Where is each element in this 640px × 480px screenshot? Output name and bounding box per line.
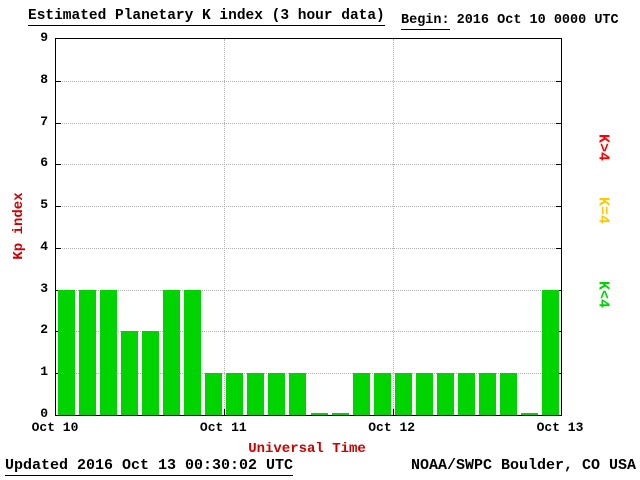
y-tick-mark (56, 247, 61, 249)
kp-bar (121, 331, 139, 415)
h-gridline (56, 164, 561, 166)
kp-bar (289, 373, 307, 415)
y-tick-mark (556, 122, 561, 124)
v-gridline (392, 39, 394, 415)
plot-area (55, 38, 562, 416)
y-tick-label: 4 (40, 238, 48, 254)
updated-timestamp: Updated 2016 Oct 13 00:30:02 UTC (5, 457, 294, 476)
kp-bar (310, 413, 328, 415)
y-tick-label: 3 (40, 280, 48, 296)
y-tick-label: 0 (40, 406, 48, 421)
h-gridline (56, 247, 561, 249)
y-tick-label: 1 (40, 364, 48, 380)
kp-bar (79, 289, 97, 415)
y-tick-mark (556, 80, 561, 82)
h-gridline (56, 80, 561, 82)
chart-title: Estimated Planetary K index (3 hour data… (28, 8, 385, 26)
y-tick-label: 9 (40, 30, 48, 45)
y-tick-mark (56, 206, 61, 208)
kp-bar (205, 373, 223, 415)
h-gridline (56, 206, 561, 208)
kp-bar (268, 373, 286, 415)
h-gridline (56, 373, 561, 375)
kp-bar (352, 373, 370, 415)
y-tick-label: 6 (40, 155, 48, 171)
kp-bar (541, 289, 559, 415)
kp-bar (373, 373, 391, 415)
kp-bar (58, 289, 76, 415)
x-tick-label: Oct 13 (536, 420, 584, 435)
y-tick-mark (556, 247, 561, 249)
y-tick-mark (56, 164, 61, 166)
y-tick-label: 7 (40, 113, 48, 129)
legend-item-k4: K=4 (594, 197, 612, 225)
x-tick-label: Oct 11 (199, 420, 247, 435)
kp-bar (226, 373, 244, 415)
h-gridline (56, 122, 561, 124)
y-tick-label: 2 (40, 322, 48, 338)
kp-bar (415, 373, 433, 415)
y-tick-mark (556, 206, 561, 208)
h-gridline (56, 331, 561, 333)
legend-item-k4: K>4 (594, 134, 612, 162)
begin-value: 2016 Oct 10 0000 UTC (456, 13, 619, 28)
kp-bar (100, 289, 118, 415)
kp-bar (331, 413, 349, 415)
begin-label: Begin: (401, 13, 450, 30)
kp-bar (499, 373, 517, 415)
y-tick-mark (556, 164, 561, 166)
kp-bar (457, 373, 475, 415)
kp-bar (163, 289, 181, 415)
v-gridline (224, 39, 226, 415)
kp-bar (247, 373, 265, 415)
kp-bar (394, 373, 412, 415)
kp-bar (142, 331, 160, 415)
noaa-credit: NOAA/SWPC Boulder, CO USA (410, 457, 636, 474)
y-axis-title: Kp index (11, 192, 27, 260)
kp-bar (478, 373, 496, 415)
x-tick-label: Oct 10 (31, 420, 79, 435)
kp-bar (184, 289, 202, 415)
x-tick-label: Oct 12 (368, 420, 416, 435)
y-tick-mark (56, 122, 61, 124)
legend-item-k4: K<4 (594, 281, 612, 309)
kp-bar (436, 373, 454, 415)
y-tick-label: 5 (40, 197, 48, 213)
h-gridline (56, 289, 561, 291)
x-tick-mark (224, 409, 226, 415)
kp-bar (520, 413, 538, 415)
y-tick-mark (56, 80, 61, 82)
x-axis-title: Universal Time (248, 441, 366, 457)
x-tick-mark (392, 409, 394, 415)
y-tick-label: 8 (40, 71, 48, 87)
begin-line: Begin: 2016 Oct 10 0000 UTC (401, 13, 619, 30)
